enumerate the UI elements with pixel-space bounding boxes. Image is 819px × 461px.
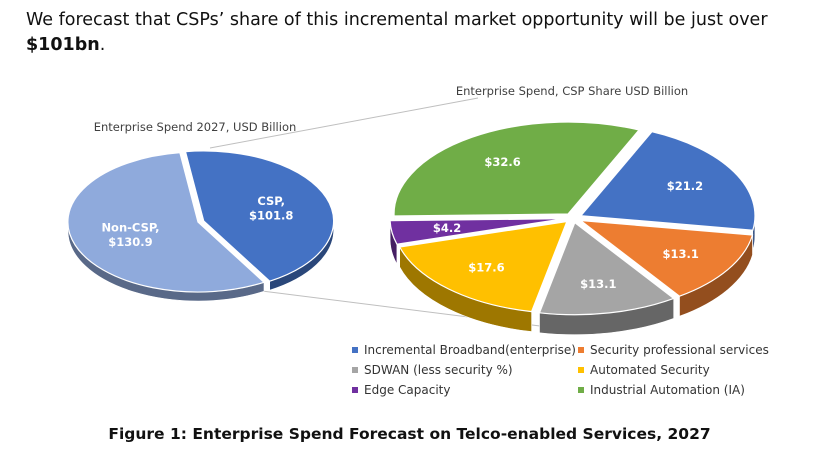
legend-label: Industrial Automation (IA) <box>590 382 745 397</box>
right-pie: $21.2 $13.1 $13.1 $17.6 $4.2 $32.6 <box>389 121 756 335</box>
legend-item: Automated Security <box>578 361 808 378</box>
legend-swatch <box>352 346 358 353</box>
legend-item: Incremental Broadband(enterprise) <box>352 341 578 358</box>
legend-label: Security professional services <box>590 342 769 357</box>
headline: We forecast that CSPs’ share of this inc… <box>26 8 806 58</box>
left-pie-slice-1 <box>67 152 266 293</box>
legend-swatch <box>352 386 358 393</box>
left-pie: CSP, $101.8 Non-CSP, $130.9 <box>67 150 335 302</box>
legend-swatch <box>578 386 584 393</box>
legend-label: Incremental Broadband(enterprise) <box>364 342 576 357</box>
legend-swatch <box>578 366 584 373</box>
right-pie-slice-2 <box>538 221 675 316</box>
right-chart-title: Enterprise Spend, CSP Share USD Billion <box>456 84 688 98</box>
right-pie-slice-label-0: $21.2 <box>667 179 703 193</box>
legend-item: Security professional services <box>578 341 808 358</box>
legend-label: Automated Security <box>590 362 710 377</box>
right-pie-slice-4 <box>389 218 565 245</box>
figure-caption: Figure 1: Enterprise Spend Forecast on T… <box>108 425 711 443</box>
legend-item: Industrial Automation (IA) <box>578 381 808 398</box>
legend-item: SDWAN (less security %) <box>352 361 578 378</box>
right-pie-slice-label-3: $17.6 <box>468 260 504 274</box>
connector-line-top <box>209 97 479 149</box>
right-pie-slice-0 <box>579 131 756 231</box>
right-pie-slice-label-1: $13.1 <box>663 247 699 261</box>
right-pie-slice-1 <box>578 219 754 297</box>
headline-text: We forecast that CSPs’ share of this inc… <box>26 10 768 30</box>
legend-item: Edge Capacity <box>352 381 578 398</box>
headline-emphasis: $101bn <box>26 35 100 55</box>
right-pie-slice-label-2: $13.1 <box>580 277 616 291</box>
right-pie-slice-3 <box>398 220 568 313</box>
right-pie-slice-label-5: $32.6 <box>484 155 520 169</box>
left-pie-slice-label-1: Non-CSP, $130.9 <box>101 221 159 249</box>
left-pie-slice-label-0: CSP, $101.8 <box>249 194 293 222</box>
headline-suffix: . <box>99 35 106 55</box>
legend-swatch <box>578 346 584 353</box>
left-chart-title: Enterprise Spend 2027, USD Billion <box>94 120 297 134</box>
legend-label: Edge Capacity <box>364 382 451 397</box>
left-pie-slice-0 <box>184 150 335 282</box>
legend-label: SDWAN (less security %) <box>364 362 513 377</box>
right-pie-slice-label-4: $4.2 <box>433 221 461 235</box>
legend: Incremental Broadband(enterprise) Securit… <box>352 341 812 398</box>
right-pie-slice-5 <box>393 121 641 217</box>
legend-swatch <box>352 366 358 373</box>
